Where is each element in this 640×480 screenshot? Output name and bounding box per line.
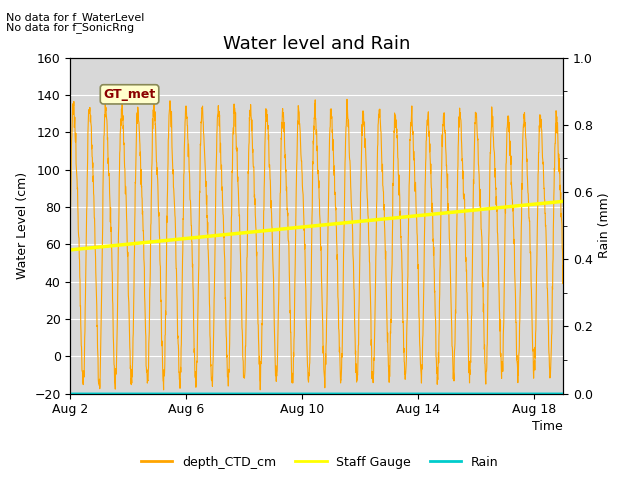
Legend: depth_CTD_cm, Staff Gauge, Rain: depth_CTD_cm, Staff Gauge, Rain	[136, 451, 504, 474]
Text: No data for f_SonicRng: No data for f_SonicRng	[6, 22, 134, 33]
Text: No data for f_WaterLevel: No data for f_WaterLevel	[6, 12, 145, 23]
Text: Time: Time	[532, 420, 563, 433]
Title: Water level and Rain: Water level and Rain	[223, 35, 410, 53]
Y-axis label: Rain (mm): Rain (mm)	[598, 193, 611, 258]
Y-axis label: Water Level (cm): Water Level (cm)	[16, 172, 29, 279]
Text: GT_met: GT_met	[104, 88, 156, 101]
